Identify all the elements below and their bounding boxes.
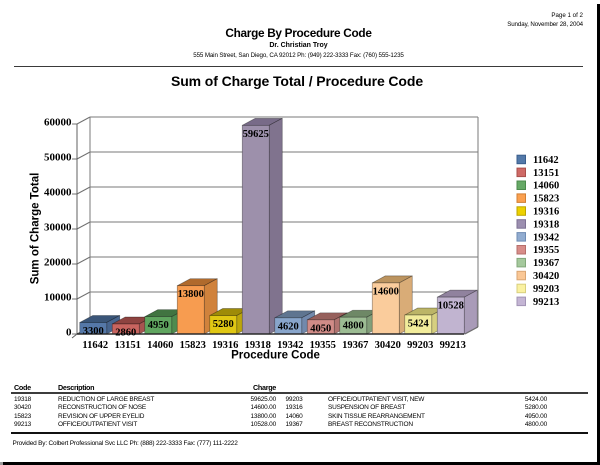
svg-text:4800: 4800 bbox=[343, 321, 364, 332]
svg-text:13800: 13800 bbox=[178, 289, 204, 300]
svg-text:99213: 99213 bbox=[533, 297, 559, 308]
svg-text:11642: 11642 bbox=[533, 155, 559, 166]
svg-text:19342: 19342 bbox=[277, 340, 303, 351]
svg-text:19367: 19367 bbox=[342, 340, 368, 351]
svg-text:19355: 19355 bbox=[310, 340, 336, 351]
svg-text:99203: 99203 bbox=[407, 340, 433, 351]
svg-text:19316: 19316 bbox=[533, 207, 559, 218]
svg-text:2860: 2860 bbox=[115, 327, 136, 338]
svg-text:19318: 19318 bbox=[245, 340, 271, 351]
svg-text:19342: 19342 bbox=[533, 232, 559, 243]
svg-text:14600: 14600 bbox=[373, 286, 399, 297]
svg-text:20000: 20000 bbox=[44, 257, 72, 269]
svg-text:59625: 59625 bbox=[243, 129, 269, 140]
svg-text:14060: 14060 bbox=[147, 340, 173, 351]
svg-text:4620: 4620 bbox=[278, 321, 299, 332]
svg-text:99203: 99203 bbox=[533, 284, 559, 295]
svg-text:3300: 3300 bbox=[83, 326, 104, 337]
svg-text:10000: 10000 bbox=[44, 292, 72, 304]
svg-text:19318: 19318 bbox=[533, 219, 559, 230]
svg-text:5280: 5280 bbox=[213, 319, 234, 330]
svg-text:11642: 11642 bbox=[82, 340, 108, 351]
svg-text:0: 0 bbox=[66, 327, 72, 339]
svg-text:15823: 15823 bbox=[533, 194, 559, 205]
svg-text:Sum of Charge Total / Procedur: Sum of Charge Total / Procedure Code bbox=[171, 73, 423, 89]
svg-text:4050: 4050 bbox=[310, 323, 331, 334]
svg-text:Procedure Code: Procedure Code bbox=[231, 350, 320, 362]
svg-text:99213: 99213 bbox=[440, 340, 466, 351]
svg-text:13151: 13151 bbox=[533, 168, 559, 179]
svg-text:30420: 30420 bbox=[375, 340, 401, 351]
svg-text:Sum of Charge Total: Sum of Charge Total bbox=[30, 173, 42, 285]
svg-text:13151: 13151 bbox=[115, 340, 141, 351]
svg-text:30000: 30000 bbox=[44, 222, 72, 234]
svg-text:19316: 19316 bbox=[212, 340, 238, 351]
svg-text:4950: 4950 bbox=[148, 320, 169, 331]
svg-text:19355: 19355 bbox=[533, 245, 559, 256]
svg-text:19367: 19367 bbox=[533, 258, 559, 269]
svg-text:10528: 10528 bbox=[438, 301, 464, 312]
svg-text:15823: 15823 bbox=[180, 340, 206, 351]
svg-text:5424: 5424 bbox=[408, 319, 430, 330]
svg-text:50000: 50000 bbox=[44, 152, 72, 164]
svg-text:40000: 40000 bbox=[44, 187, 72, 199]
svg-text:60000: 60000 bbox=[44, 117, 72, 129]
svg-text:14060: 14060 bbox=[533, 181, 559, 192]
svg-text:30420: 30420 bbox=[533, 271, 559, 282]
